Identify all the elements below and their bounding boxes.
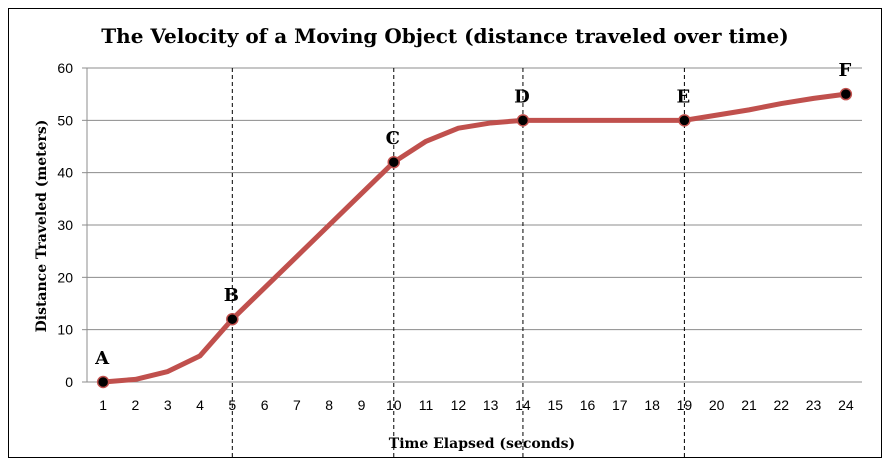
x-tick-label-16: 16 (580, 397, 596, 413)
x-tick-label-17: 17 (612, 397, 628, 413)
y-tick-label-10: 10 (57, 322, 73, 338)
x-tick-label-24: 24 (838, 397, 854, 413)
y-tick-label-30: 30 (57, 217, 73, 233)
point-label-C: C (386, 128, 400, 149)
x-tick-label-13: 13 (483, 397, 499, 413)
x-tick-label-23: 23 (806, 397, 822, 413)
y-tick-label-60: 60 (57, 60, 73, 76)
chart-frame (8, 8, 882, 458)
y-axis-label: Distance Traveled (meters) (34, 120, 50, 333)
reference-lines (231, 68, 685, 457)
points-layer: A B C D E F (94, 60, 853, 389)
point-D (516, 114, 530, 127)
x-tick-label-5: 5 (228, 397, 236, 413)
x-tick-label-3: 3 (164, 397, 172, 413)
point-label-E: E (677, 86, 691, 107)
x-tick-label-6: 6 (261, 397, 269, 413)
gridlines (87, 67, 862, 331)
series-line-0 (100, 91, 849, 385)
y-tick-label-40: 40 (57, 165, 73, 181)
chart-title: The Velocity of a Moving Object (distanc… (101, 24, 788, 48)
x-tick-label-15: 15 (547, 397, 563, 413)
y-tick-label-20: 20 (57, 269, 73, 285)
x-tick-label-19: 19 (677, 397, 693, 413)
y-tick-label-50: 50 (57, 112, 73, 128)
x-tick-label-14: 14 (515, 397, 531, 413)
x-tick-label-8: 8 (325, 397, 333, 413)
x-axis-label: Time Elapsed (seconds) (389, 436, 575, 452)
point-label-F: F (838, 60, 851, 81)
point-label-B: B (224, 285, 239, 306)
y-tick-label-0: 0 (65, 374, 73, 390)
series-layer (100, 91, 849, 385)
x-tick-label-4: 4 (196, 397, 204, 413)
x-tick-label-10: 10 (386, 397, 402, 413)
point-label-A: A (94, 348, 110, 369)
x-tick-label-22: 22 (773, 397, 789, 413)
point-E (678, 114, 691, 127)
x-tick-label-2: 2 (132, 397, 140, 413)
point-label-D: D (514, 86, 530, 107)
point-F (839, 87, 853, 101)
point-A (96, 375, 110, 389)
x-tick-label-11: 11 (419, 397, 434, 413)
x-tick-label-1: 1 (99, 397, 107, 413)
axes (82, 67, 862, 383)
x-tick-label-9: 9 (358, 397, 366, 413)
point-B (226, 312, 239, 326)
x-tick-label-7: 7 (293, 397, 301, 413)
x-tick-label-20: 20 (709, 397, 725, 413)
x-tick-label-18: 18 (644, 397, 660, 413)
x-tick-label-12: 12 (451, 397, 467, 413)
x-tick-label-21: 21 (741, 397, 757, 413)
point-C (387, 155, 401, 169)
